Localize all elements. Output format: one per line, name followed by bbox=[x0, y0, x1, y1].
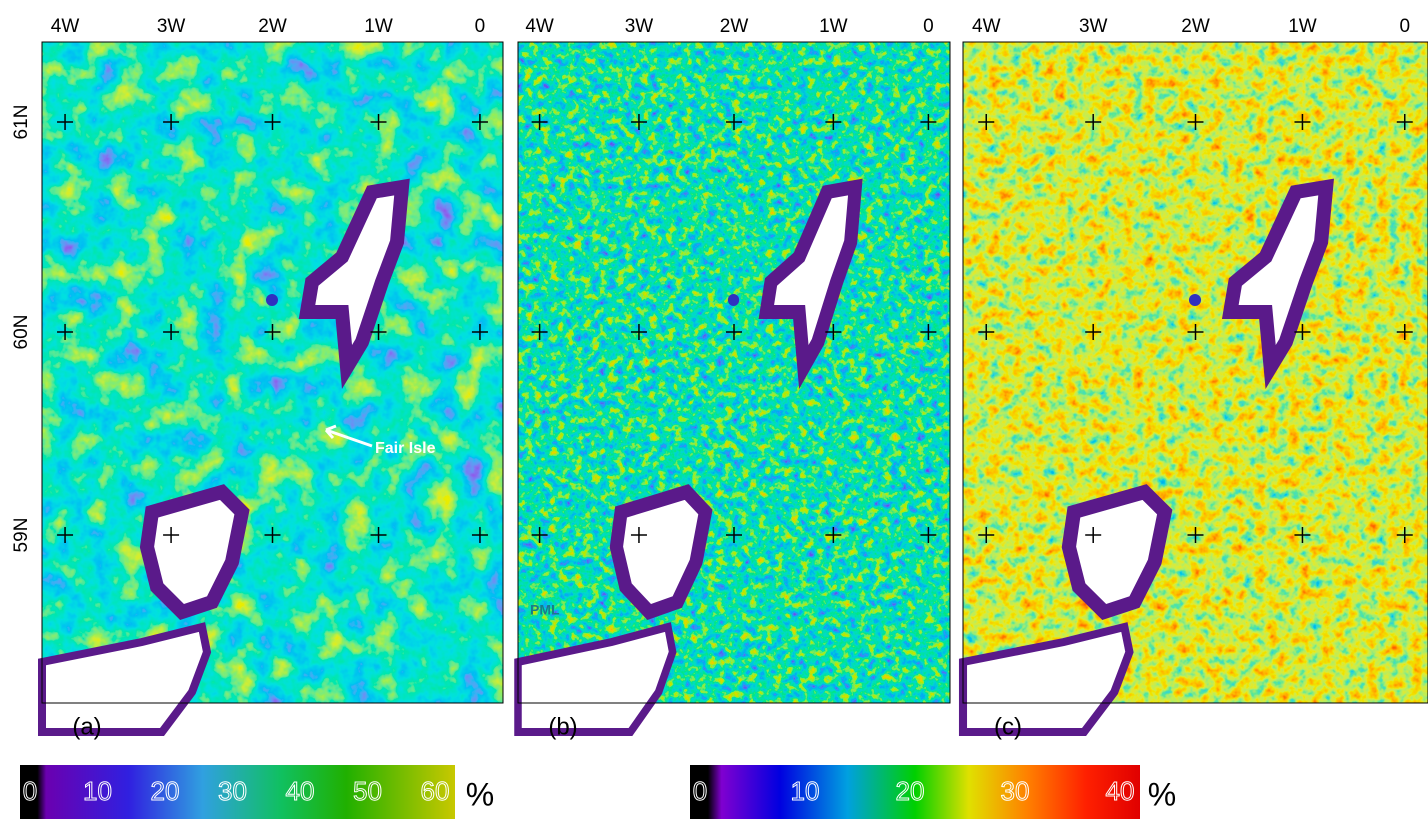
colorbar-unit: % bbox=[1148, 776, 1176, 812]
grid-cross bbox=[920, 324, 937, 340]
grid-cross bbox=[163, 114, 180, 130]
grid-cross bbox=[264, 527, 281, 543]
x-tick-label: 2W bbox=[1181, 16, 1210, 37]
grid-cross bbox=[726, 527, 742, 543]
grid-cross bbox=[1085, 114, 1102, 130]
grid-cross bbox=[1396, 324, 1413, 340]
colorbar-label: 40 bbox=[286, 776, 315, 806]
map-field bbox=[518, 42, 950, 703]
x-tick-label: 0 bbox=[923, 16, 934, 37]
colorbar-label: 20 bbox=[896, 776, 925, 806]
colorbar bbox=[690, 765, 1140, 819]
x-tick-label: 1W bbox=[819, 16, 848, 37]
grid-cross bbox=[1396, 114, 1413, 130]
colorbar-label: 0 bbox=[693, 776, 707, 806]
grid-cross bbox=[1294, 114, 1311, 130]
x-tick-label: 3W bbox=[157, 16, 186, 37]
colorbar bbox=[20, 765, 455, 819]
colorbar-label: 10 bbox=[83, 776, 112, 806]
x-tick-label: 4W bbox=[972, 16, 1001, 37]
colorbar-label: 20 bbox=[151, 776, 180, 806]
colorbar-label: 50 bbox=[353, 776, 382, 806]
grid-cross bbox=[630, 324, 647, 340]
grid-cross bbox=[1294, 324, 1311, 340]
map-panel: 4W 3W 2W 1W 0 (b) PML bbox=[517, 16, 951, 740]
grid-cross bbox=[531, 527, 548, 543]
grid-cross bbox=[1187, 114, 1204, 130]
colorbar-unit: % bbox=[466, 776, 494, 812]
grid-cross bbox=[825, 527, 842, 543]
x-tick-label: 0 bbox=[1399, 16, 1410, 37]
colorbar-label: 40 bbox=[1106, 776, 1135, 806]
panel-label: (c) bbox=[994, 713, 1022, 740]
grid-cross bbox=[978, 324, 995, 340]
y-tick-label: 61N bbox=[11, 105, 32, 140]
grid-cross bbox=[57, 114, 74, 130]
grid-cross bbox=[630, 114, 647, 130]
grid-cross bbox=[920, 114, 937, 130]
x-tick-label: 3W bbox=[1079, 16, 1108, 37]
x-tick-label: 1W bbox=[364, 16, 393, 37]
annotation-arrow bbox=[324, 424, 373, 448]
grid-cross bbox=[825, 324, 842, 340]
map-field bbox=[963, 42, 1428, 703]
grid-cross bbox=[1187, 324, 1204, 340]
grid-cross bbox=[630, 527, 647, 543]
grid-cross bbox=[920, 527, 937, 543]
grid-cross bbox=[531, 324, 548, 340]
map-border bbox=[962, 41, 1428, 704]
panel-label: (b) bbox=[548, 713, 577, 740]
grid-cross bbox=[264, 324, 281, 340]
y-tick-label: 60N bbox=[11, 315, 32, 350]
grid-cross bbox=[1294, 527, 1311, 543]
colorbar-label: 0 bbox=[23, 776, 37, 806]
grid-cross bbox=[57, 324, 74, 340]
colorbar-label: 10 bbox=[791, 776, 820, 806]
x-tick-label: 4W bbox=[51, 16, 80, 37]
grid-cross bbox=[471, 527, 488, 543]
grid-cross bbox=[1187, 527, 1204, 543]
grid-cross bbox=[163, 527, 180, 543]
annotation: Fair Isle bbox=[375, 440, 436, 457]
x-tick-label: 1W bbox=[1288, 16, 1317, 37]
grid-cross bbox=[370, 324, 387, 340]
map-border bbox=[517, 41, 951, 704]
grid-cross bbox=[825, 114, 842, 130]
map-border bbox=[41, 41, 504, 704]
grid-cross bbox=[1396, 527, 1413, 543]
x-tick-label: 0 bbox=[475, 16, 486, 37]
grid-cross bbox=[978, 527, 995, 543]
colorbar-label: 60 bbox=[421, 776, 450, 806]
grid-cross bbox=[163, 324, 180, 340]
panel-label: (a) bbox=[72, 713, 101, 740]
grid-cross bbox=[1085, 527, 1102, 543]
map-panel: 4W 3W 2W 1W 0 (c) bbox=[963, 16, 1428, 740]
grid-cross bbox=[264, 114, 281, 130]
grid-cross bbox=[726, 324, 742, 340]
grid-cross bbox=[370, 527, 387, 543]
x-tick-label: 2W bbox=[720, 16, 749, 37]
x-tick-label: 3W bbox=[625, 16, 654, 37]
grid-cross bbox=[978, 114, 995, 130]
x-tick-label: 4W bbox=[525, 16, 554, 37]
grid-cross bbox=[726, 114, 742, 130]
map-panel: 4W 3W 2W 1W 0 61N 60N 59N (a) Fair Isle bbox=[11, 16, 504, 740]
map-field bbox=[42, 42, 503, 703]
grid-cross bbox=[531, 114, 548, 130]
grid-cross bbox=[370, 114, 387, 130]
grid-cross bbox=[57, 527, 74, 543]
colorbar-label: 30 bbox=[218, 776, 247, 806]
colorbar-label: 30 bbox=[1001, 776, 1030, 806]
grid-cross bbox=[471, 114, 488, 130]
x-tick-label: 2W bbox=[258, 16, 287, 37]
watermark: PML bbox=[530, 602, 560, 618]
y-tick-label: 59N bbox=[11, 518, 32, 553]
grid-cross bbox=[1085, 324, 1102, 340]
grid-cross bbox=[471, 324, 488, 340]
